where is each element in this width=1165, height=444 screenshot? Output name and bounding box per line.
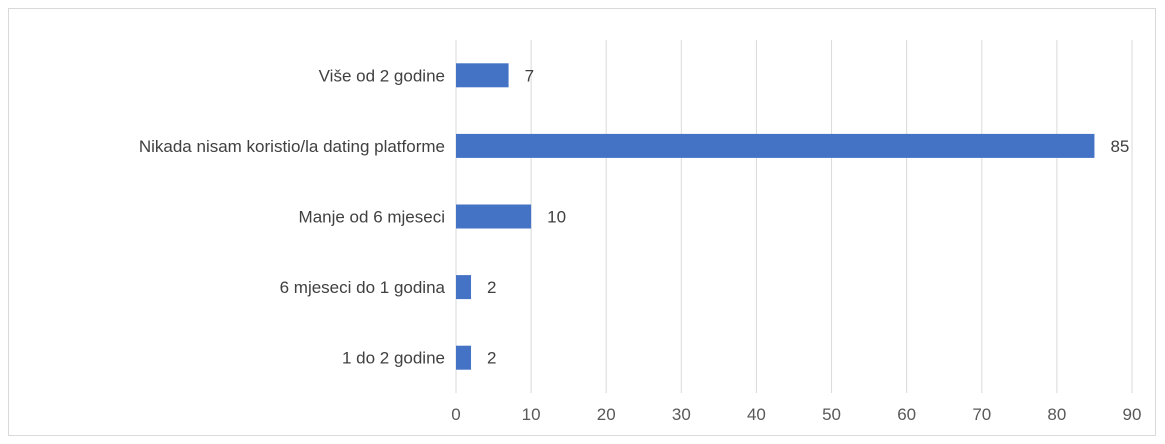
chart-frame	[8, 8, 1156, 436]
x-tick-label: 0	[451, 405, 460, 424]
bar	[456, 204, 532, 229]
x-tick-label: 50	[822, 405, 841, 424]
category-label: 6 mjeseci do 1 godina	[280, 278, 446, 297]
x-tick-label: 80	[1047, 405, 1066, 424]
x-tick-label: 60	[897, 405, 916, 424]
category-label: Nikada nisam koristio/la dating platform…	[139, 137, 445, 156]
bar	[456, 275, 472, 300]
gridlines	[455, 40, 1133, 393]
data-label: 10	[547, 208, 566, 227]
data-label: 85	[1110, 137, 1129, 156]
category-labels: Više od 2 godine Nikada nisam koristio/la…	[139, 66, 446, 367]
x-tick-label: 40	[747, 405, 766, 424]
data-label: 7	[525, 66, 534, 85]
data-label: 2	[487, 278, 496, 297]
category-label: 1 do 2 godine	[342, 349, 445, 368]
x-tick-label: 20	[597, 405, 616, 424]
bar	[456, 133, 1095, 158]
bar	[456, 345, 472, 370]
category-label: Manje od 6 mjeseci	[299, 208, 445, 227]
x-axis-ticks: 0 10 20 30 40 50 60 70 80 90	[451, 405, 1141, 424]
x-tick-label: 10	[522, 405, 541, 424]
bars	[456, 63, 1095, 370]
x-tick-label: 90	[1123, 405, 1142, 424]
x-tick-label: 30	[672, 405, 691, 424]
bar	[456, 63, 509, 88]
value-labels: 7 85 10 2 2	[487, 66, 1129, 367]
data-label: 2	[487, 349, 496, 368]
x-tick-label: 70	[972, 405, 991, 424]
category-label: Više od 2 godine	[319, 66, 445, 85]
